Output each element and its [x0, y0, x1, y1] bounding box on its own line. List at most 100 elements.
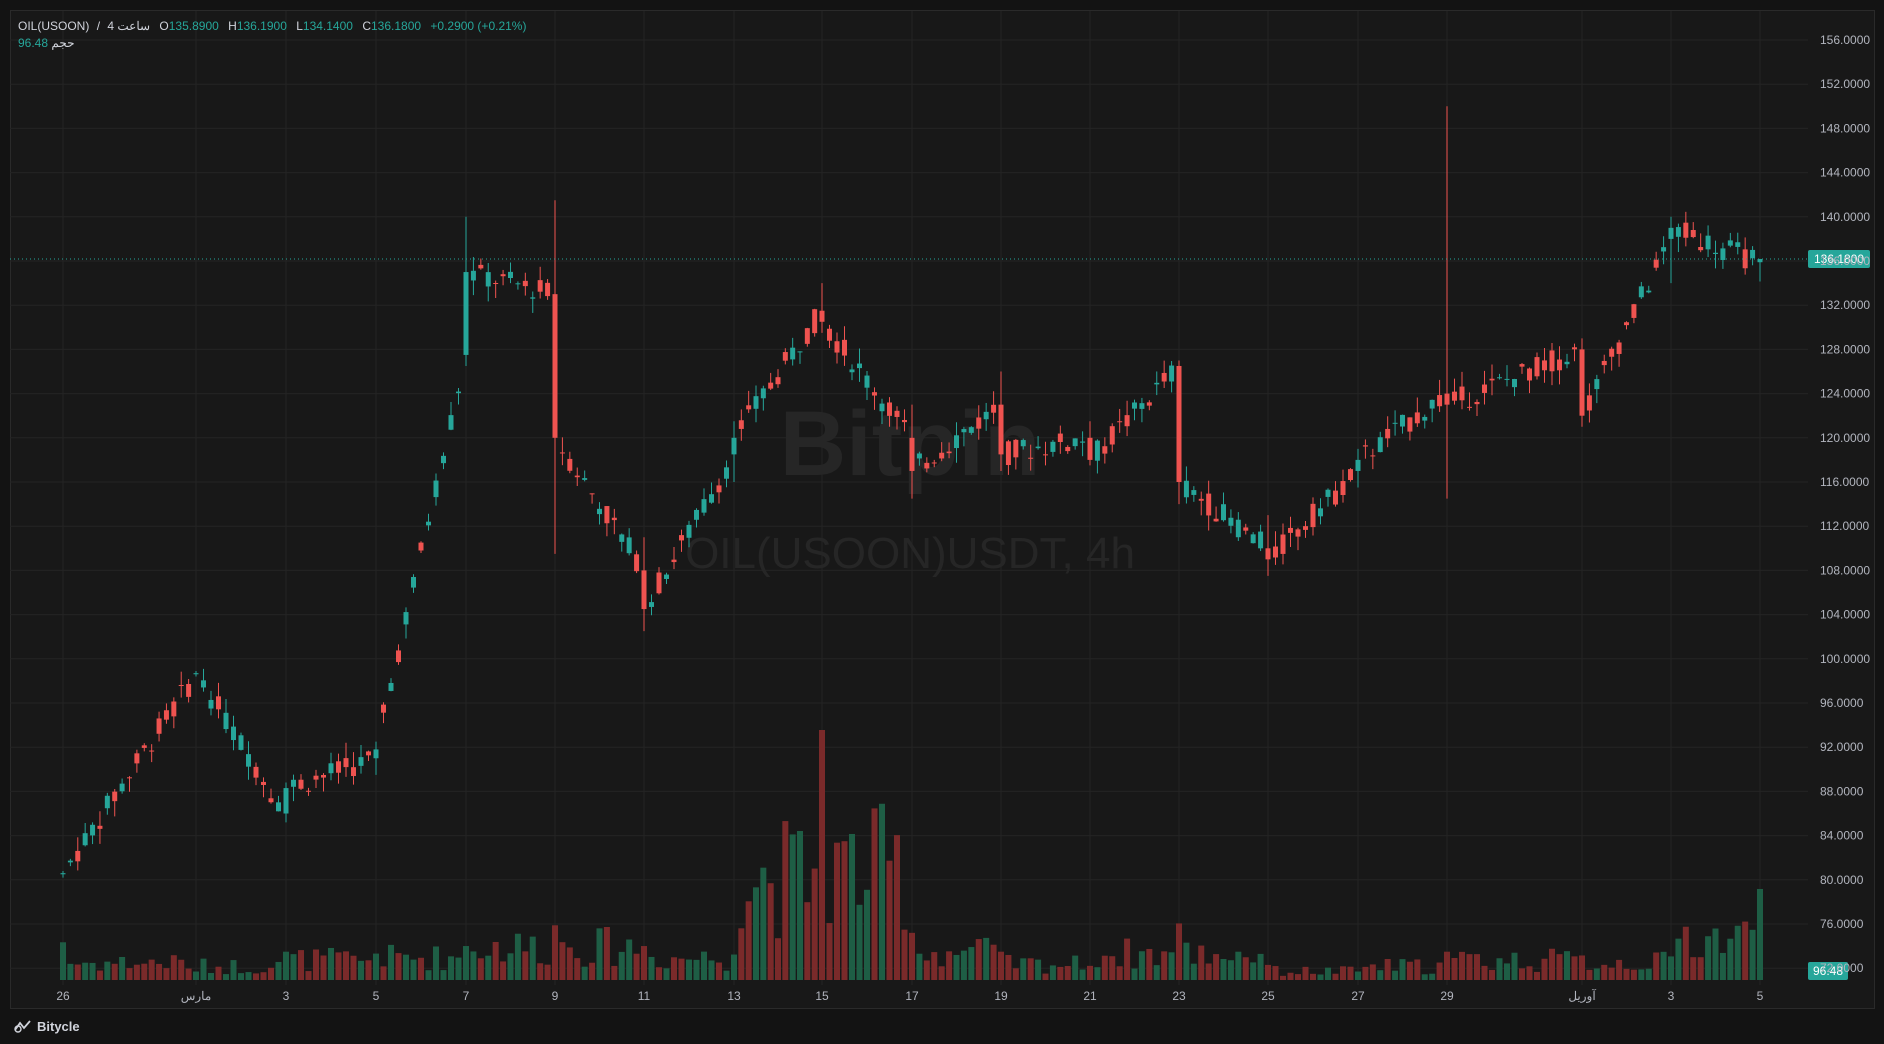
- price-tick-label: 132.0000: [1820, 298, 1870, 312]
- candle-body: [872, 392, 877, 396]
- volume-bar: [797, 830, 803, 980]
- volume-bar: [223, 974, 229, 980]
- price-tick-label: 108.0000: [1820, 563, 1870, 577]
- volume-bar: [275, 961, 282, 980]
- volume-bar: [290, 954, 297, 980]
- candle-body: [336, 761, 341, 773]
- volume-bar: [1280, 975, 1286, 980]
- candle-body: [559, 452, 565, 454]
- volume-bar: [849, 833, 855, 980]
- volume-bar: [998, 951, 1004, 980]
- candle-body: [1355, 459, 1361, 471]
- volume-bar: [931, 952, 938, 980]
- time-tick-label: 7: [463, 989, 470, 1003]
- brand-logo[interactable]: Bitycle: [14, 1019, 80, 1034]
- volume-bar: [544, 964, 551, 980]
- candle-body: [790, 347, 796, 360]
- volume-bar: [1340, 966, 1346, 980]
- volume-bar: [1250, 962, 1257, 980]
- candle-body: [508, 271, 513, 279]
- candle-body: [1198, 498, 1204, 501]
- candle-body: [418, 542, 424, 551]
- ohlc-legend-row: OIL(USOON) / 4 ساعت O135.8900 H136.1900 …: [18, 18, 526, 35]
- volume-bar: [96, 970, 103, 980]
- volume-bar: [126, 968, 133, 980]
- time-tick-label: 5: [1757, 989, 1764, 1003]
- volume-bar: [559, 942, 566, 980]
- candle-body: [641, 570, 647, 610]
- interval-label[interactable]: 4 ساعت: [107, 19, 151, 33]
- candle-body: [998, 404, 1004, 455]
- volume-bar: [574, 958, 581, 980]
- candle-body: [186, 683, 192, 697]
- time-tick-label: 21: [1083, 989, 1097, 1003]
- candle-body: [1489, 378, 1495, 381]
- candle-body: [1273, 546, 1278, 558]
- candle-body: [1333, 490, 1338, 505]
- volume-bar: [1190, 963, 1197, 980]
- volume-bar: [1183, 942, 1190, 980]
- volume-bar: [581, 966, 588, 980]
- candle-body: [97, 825, 103, 829]
- candle-body: [381, 704, 386, 713]
- candle-body: [276, 802, 281, 812]
- candle-body: [1504, 378, 1510, 380]
- volume-bar: [1205, 963, 1212, 980]
- volume-bar: [1608, 967, 1615, 980]
- price-tick-label: 136.0000: [1820, 254, 1870, 268]
- candle-body: [530, 297, 536, 299]
- volume-bar: [358, 960, 364, 980]
- volume-bar: [119, 956, 126, 980]
- volume-bar: [163, 968, 170, 980]
- volume-bar: [716, 962, 722, 980]
- volume-bar: [268, 967, 274, 980]
- volume-bar: [305, 971, 312, 980]
- volume-bar: [1384, 958, 1391, 980]
- time-tick-label: مارس: [181, 989, 212, 1003]
- candle-body: [626, 537, 632, 554]
- candle-body: [1377, 437, 1383, 453]
- candle-body: [983, 411, 989, 420]
- volume-bar: [529, 936, 536, 980]
- candle-body: [238, 735, 244, 750]
- candle-body: [649, 602, 654, 607]
- volume-bar: [1057, 966, 1064, 980]
- volume-bar: [156, 963, 163, 980]
- time-tick-label: 3: [1668, 989, 1675, 1003]
- volume-bar: [738, 928, 745, 980]
- candle-body: [1080, 441, 1086, 443]
- volume-bar: [804, 902, 811, 980]
- volume-label[interactable]: حجم: [51, 36, 75, 50]
- candle-body: [686, 524, 692, 538]
- volume-bar: [215, 966, 222, 980]
- candle-body: [552, 294, 558, 438]
- chart-frame[interactable]: [10, 10, 1875, 1009]
- candle-body: [178, 684, 184, 686]
- price-tick-label: 76.0000: [1820, 917, 1864, 931]
- volume-bar: [1257, 953, 1264, 980]
- candle-body: [1422, 416, 1428, 421]
- volume-bar: [1734, 925, 1741, 980]
- volume-bar: [1742, 921, 1749, 980]
- candle-body: [1727, 240, 1733, 246]
- symbol-name[interactable]: OIL(USOON): [18, 19, 90, 33]
- volume-bar: [200, 958, 207, 980]
- candle-body: [656, 572, 662, 594]
- candle-body: [90, 824, 96, 836]
- volume-bar: [1414, 959, 1421, 980]
- candle-body: [1117, 421, 1123, 423]
- volume-bar: [1459, 951, 1465, 980]
- low-value: 134.1400: [302, 19, 353, 33]
- price-tick-label: 88.0000: [1820, 784, 1864, 798]
- volume-bar: [1153, 965, 1160, 980]
- candle-body: [731, 437, 737, 455]
- candle-body: [1191, 490, 1197, 495]
- volume-bar: [731, 954, 737, 980]
- candle-body: [426, 521, 431, 526]
- volume-bar: [1049, 965, 1056, 980]
- high-value: 136.1900: [236, 19, 287, 33]
- volume-bar: [350, 955, 357, 980]
- volume-bar: [1377, 970, 1384, 980]
- volume-bar: [433, 946, 439, 980]
